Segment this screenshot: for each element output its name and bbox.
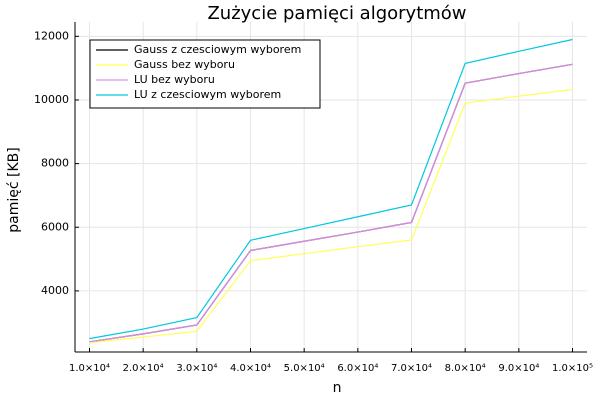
y-tick-label: 4000: [41, 284, 69, 297]
y-axis-label: pamięć [KB]: [6, 147, 22, 232]
x-tick-label: 7.0×10⁴: [391, 363, 432, 374]
x-tick-label: 2.0×10⁴: [123, 363, 164, 374]
y-tick-label: 10000: [34, 93, 69, 106]
legend-label: Gauss bez wyboru: [134, 58, 235, 71]
legend-label: LU z czesciowym wyborem: [134, 88, 281, 101]
chart-title: Zużycie pamięci algorytmów: [207, 3, 466, 24]
x-tick-label: 1.0×10⁵: [552, 363, 593, 374]
y-tick-label: 12000: [34, 29, 69, 42]
x-tick-label: 1.0×10⁴: [69, 363, 110, 374]
x-axis-label: n: [333, 380, 342, 396]
legend-box: [89, 39, 321, 109]
legend-label: LU bez wyboru: [134, 73, 215, 86]
legend-label: Gauss z czesciowym wyborem: [134, 43, 301, 56]
x-tick-label: 4.0×10⁴: [230, 363, 271, 374]
x-tick-label: 8.0×10⁴: [445, 363, 486, 374]
x-tick-label: 9.0×10⁴: [498, 363, 539, 374]
series-line: [89, 38, 573, 340]
x-tick-label: 6.0×10⁴: [337, 363, 378, 374]
x-tick-label: 5.0×10⁴: [284, 363, 325, 374]
series-line: [89, 88, 573, 344]
series-line: [89, 63, 573, 343]
y-tick-label: 6000: [41, 220, 69, 233]
x-tick-label: 3.0×10⁴: [176, 363, 217, 374]
y-tick-label: 8000: [41, 157, 69, 170]
